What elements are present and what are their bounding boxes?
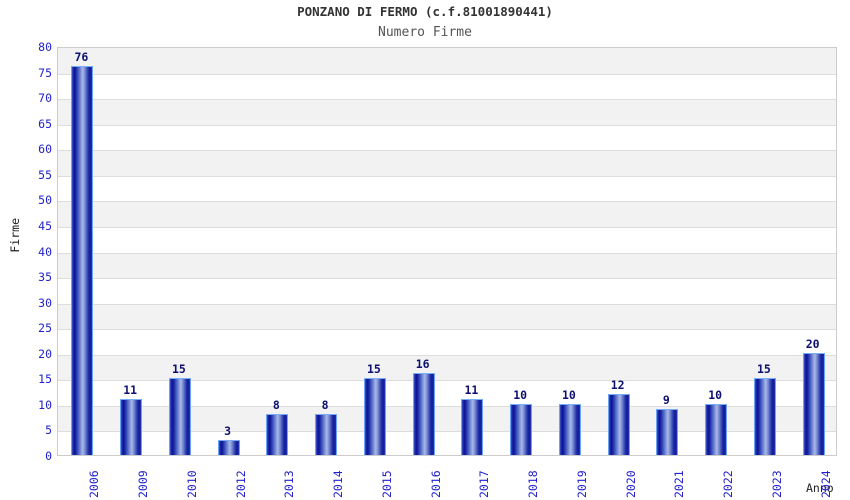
bar-value-label: 8 — [321, 398, 329, 413]
y-tick-label: 80 — [38, 40, 52, 54]
bar-value-label: 12 — [610, 377, 625, 392]
bar-value-label: 15 — [171, 362, 186, 377]
gridline — [58, 329, 836, 331]
x-tick-label: 2023 — [769, 470, 784, 498]
x-tick-label: 2024 — [818, 470, 833, 498]
bar[interactable] — [607, 393, 630, 455]
bar-value-label: 10 — [561, 387, 576, 402]
chart-title: PONZANO DI FERMO (c.f.81001890441) — [297, 4, 553, 19]
x-tick-label: 2017 — [477, 470, 492, 498]
y-tick-label: 25 — [38, 321, 52, 336]
gridline — [58, 201, 836, 203]
y-tick-label: 15 — [38, 372, 52, 387]
plot-area — [57, 47, 837, 456]
bar-value-label: 3 — [224, 423, 232, 438]
x-tick-label: 2013 — [282, 470, 297, 498]
gridline — [58, 99, 836, 101]
y-tick-label: 75 — [38, 65, 52, 80]
gridline — [58, 431, 836, 433]
bar-value-label: 10 — [708, 387, 723, 402]
bar[interactable] — [705, 403, 728, 455]
chart-subtitle: Numero Firme — [378, 25, 472, 40]
x-axis-title: Anno — [806, 481, 834, 495]
gridline — [58, 354, 836, 356]
bar-value-label: 16 — [415, 357, 430, 372]
plot-band — [58, 201, 836, 227]
x-tick-label: 2015 — [379, 470, 394, 498]
x-tick-label: 2009 — [136, 470, 151, 498]
bar-value-label: 9 — [662, 392, 670, 407]
y-tick-label: 20 — [38, 346, 52, 361]
y-tick-label: 45 — [38, 218, 52, 233]
bar[interactable] — [315, 414, 338, 455]
bar[interactable] — [753, 378, 776, 455]
bar-value-label: 10 — [513, 387, 528, 402]
x-tick-label: 2010 — [184, 470, 199, 498]
bars-layer — [58, 48, 836, 455]
bar[interactable] — [510, 403, 533, 455]
plot-band — [58, 48, 836, 74]
gridline — [58, 303, 836, 305]
bar[interactable] — [363, 378, 386, 455]
gridline — [58, 73, 836, 75]
bar-value-label: 11 — [464, 382, 479, 397]
bar[interactable] — [71, 66, 94, 455]
y-tick-label: 65 — [38, 116, 52, 131]
plot-band — [58, 150, 836, 176]
bar[interactable] — [412, 373, 435, 455]
gridline — [58, 252, 836, 254]
bar-value-label: 20 — [805, 336, 820, 351]
bar[interactable] — [168, 378, 191, 455]
y-tick-label: 55 — [38, 167, 52, 182]
x-tick-label: 2014 — [331, 470, 346, 498]
y-tick-label: 5 — [45, 423, 52, 438]
y-tick-label: 60 — [38, 142, 52, 157]
gridline — [58, 278, 836, 280]
bar[interactable] — [656, 409, 679, 455]
gridline — [58, 175, 836, 177]
bar-value-label: 8 — [272, 398, 280, 413]
y-tick-label: 40 — [38, 244, 52, 259]
bar[interactable] — [802, 352, 825, 455]
bar-value-label: 76 — [74, 50, 89, 65]
x-tick-label: 2018 — [526, 470, 541, 498]
y-tick-label: 0 — [45, 449, 52, 463]
gridline — [58, 124, 836, 126]
y-tick-label: 30 — [38, 295, 52, 310]
bar-value-label: 15 — [366, 362, 381, 377]
x-tick-label: 2016 — [428, 470, 443, 498]
gridline — [58, 150, 836, 152]
x-axis-ticks: 2006 2009 2010 2012 2013 2014 2015 2016 2017 2018… — [57, 462, 837, 500]
x-tick-label: 2019 — [574, 470, 589, 498]
x-tick-label: 2012 — [233, 470, 248, 498]
bar-value-label: 11 — [123, 382, 138, 397]
gridline — [58, 405, 836, 407]
plot-band — [58, 354, 836, 381]
y-tick-label: 70 — [38, 91, 52, 106]
x-tick-label: 2021 — [672, 470, 687, 498]
bar[interactable] — [217, 439, 240, 455]
bar[interactable] — [120, 398, 143, 455]
y-tick-label: 35 — [38, 270, 52, 285]
y-tick-label: 50 — [38, 193, 52, 208]
x-tick-label: 2020 — [623, 470, 638, 498]
bar[interactable] — [266, 414, 289, 455]
bar[interactable] — [461, 398, 484, 455]
plot-band — [58, 99, 836, 125]
x-tick-label: 2006 — [87, 470, 102, 498]
x-tick-label: 2022 — [721, 470, 736, 498]
bar[interactable] — [558, 403, 581, 455]
gridline — [58, 380, 836, 382]
bar-value-label: 15 — [756, 362, 771, 377]
plot-band — [58, 252, 836, 279]
plot-band — [58, 303, 836, 330]
gridline — [58, 226, 836, 228]
y-tick-label: 10 — [38, 397, 52, 412]
y-axis-ticks: 80 75 70 65 60 55 50 45 40 35 30 25 20 15 10 5 0 — [0, 40, 52, 463]
